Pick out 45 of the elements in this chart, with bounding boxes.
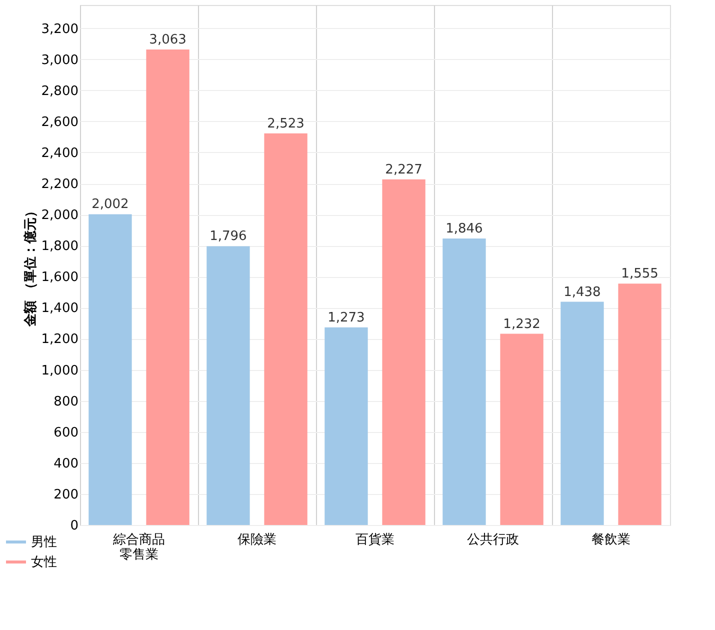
y-tick-label: 3,200 [41,22,78,37]
y-tick-label: 1,200 [41,332,78,348]
y-tick-label: 1,000 [41,363,78,378]
x-tick-label: 綜合商品零售業 [112,532,165,562]
x-tick-label: 公共行政 [467,532,519,548]
bar [324,327,368,525]
data-label: 1,273 [328,310,365,326]
y-tick-label: 1,800 [41,239,78,254]
legend-label: 女性 [31,555,57,570]
y-tick-label: 600 [54,425,78,440]
y-tick-label: 2,600 [41,114,78,130]
y-tick-label: 2,000 [41,208,78,224]
x-tick-label: 保險業 [238,532,276,548]
data-label: 1,796 [210,229,247,244]
bar [146,50,190,525]
x-tick-label: 百貨業 [356,532,394,548]
bar [500,334,544,525]
legend-label: 男性 [31,535,57,550]
bar [442,238,486,525]
bar [382,179,426,525]
data-label: 2,227 [385,162,422,178]
y-tick-label: 1,400 [41,301,78,316]
y-tick-label: 2,800 [41,84,78,99]
bar [618,284,662,525]
x-tick-label: 餐飲業 [592,532,630,548]
bar [264,133,308,525]
data-label: 3,063 [149,32,186,48]
y-tick-label: 0 [70,518,78,534]
y-axis-title: 金額 （單位：億元） [22,204,38,328]
y-tick-label: 400 [54,456,78,472]
data-label: 1,555 [621,266,658,282]
y-tick-label: 200 [54,487,78,502]
y-tick-label: 1,600 [41,270,78,286]
data-label: 1,438 [564,284,601,300]
bar [206,246,250,525]
data-label: 2,523 [267,116,304,132]
y-tick-label: 2,400 [41,146,78,161]
data-label: 2,002 [92,197,129,212]
bar [560,302,604,525]
data-label: 1,232 [503,316,540,332]
y-tick-label: 800 [54,394,78,410]
data-label: 1,846 [446,221,483,236]
y-tick-label: 2,200 [41,177,78,192]
bar [88,214,132,525]
y-tick-label: 3,000 [41,52,78,68]
